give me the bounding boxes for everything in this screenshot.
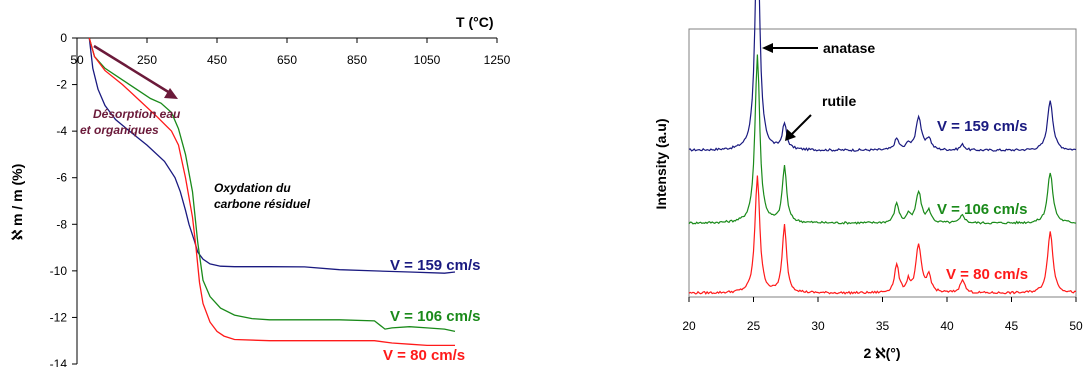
xrd-chart: 20 25 30 35 40 45 50 2 ℵ(°) Intensity (a.u) V … — [653, 0, 1083, 361]
tga-y-tick-label: -6 — [56, 171, 67, 185]
anatase-arrowhead — [762, 43, 773, 53]
xrd-x-tick-label: 35 — [876, 319, 890, 333]
xrd-x-tick-label: 40 — [940, 319, 954, 333]
tga-x-tick-label: 450 — [207, 53, 227, 67]
tga-y-axis-label: ℵ m / m (%) — [9, 164, 25, 241]
rutile-arrow — [791, 114, 812, 135]
desorption-label-line2: et organiques — [80, 123, 159, 137]
tga-y-tick-label: -2 — [56, 78, 67, 92]
tga-series-line — [88, 37, 456, 274]
xrd-x-tick-label: 20 — [682, 319, 696, 333]
tga-x-tick-label: 1050 — [414, 53, 441, 67]
tga-x-tick-label: 650 — [277, 53, 297, 67]
xrd-x-tick-label: 25 — [747, 319, 761, 333]
xrd-series-line — [688, 0, 1077, 152]
tga-x-tick-label: 250 — [137, 53, 157, 67]
tga-y-tick-label: -12 — [50, 310, 68, 324]
rutile-arrowhead — [785, 129, 796, 141]
anatase-label: anatase — [823, 40, 875, 56]
desorption-arrow — [93, 44, 171, 95]
xrd-y-axis-label: Intensity (a.u) — [653, 118, 669, 209]
tga-y-tick-label: -8 — [56, 217, 67, 231]
oxydation-label-line1: Oxydation du — [214, 181, 291, 195]
xrd-x-axis-label: 2 ℵ(°) — [863, 345, 900, 361]
tga-series-label: V = 106 cm/s — [390, 308, 480, 325]
xrd-series-label: V = 159 cm/s — [937, 118, 1027, 135]
xrd-plot-frame — [688, 28, 1077, 298]
tga-y-tick-label: -4 — [56, 124, 67, 138]
xrd-x-tick-label: 30 — [811, 319, 825, 333]
xrd-series-label: V = 106 cm/s — [937, 201, 1027, 218]
tga-x-axis-label: T (°C) — [456, 14, 493, 30]
tga-series-label: V = 159 cm/s — [390, 257, 480, 274]
tga-chart: 50 250 450 650 850 1050 1250 0 -2 -4 -6 -8 -10 -12 -1… — [9, 14, 511, 367]
tga-series-line — [88, 37, 455, 347]
rutile-label: rutile — [822, 93, 856, 109]
tga-x-tick-label: 1250 — [484, 53, 511, 67]
oxydation-label-line2: carbone résiduel — [214, 197, 311, 211]
xrd-series-label: V = 80 cm/s — [946, 266, 1028, 283]
tga-y-tick-label: -10 — [50, 264, 68, 278]
tga-y-tick-label: 0 — [60, 31, 67, 45]
tga-x-tick-label: 50 — [70, 53, 84, 67]
xrd-series-line — [688, 54, 1077, 225]
desorption-arrowhead — [164, 88, 178, 99]
desorption-label-line1: Désorption eau — [93, 107, 181, 121]
tga-x-tick-label: 850 — [347, 53, 367, 67]
tga-y-tick-label: -14 — [50, 357, 68, 367]
xrd-x-tick-label: 50 — [1069, 319, 1083, 333]
tga-series-line — [88, 37, 456, 333]
tga-series-label: V = 80 cm/s — [383, 347, 465, 364]
xrd-x-tick-label: 45 — [1005, 319, 1019, 333]
xrd-series-line — [688, 175, 1077, 295]
